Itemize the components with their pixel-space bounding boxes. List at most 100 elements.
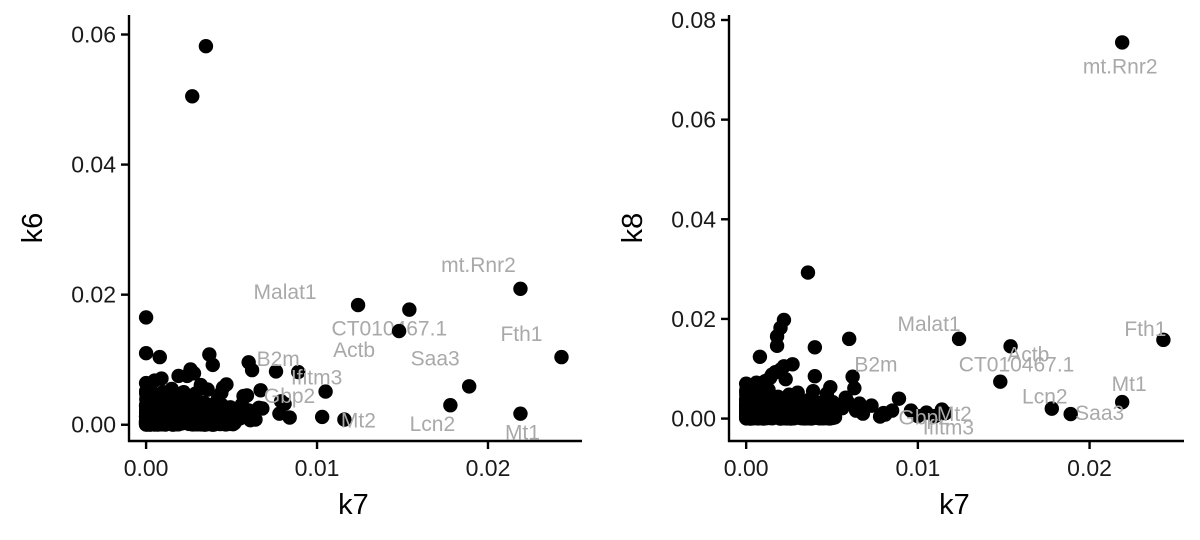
y-axis-title: k8 xyxy=(617,213,649,244)
labeled-point-ct010467-1 xyxy=(1003,339,1018,354)
labeled-point-mt2 xyxy=(337,412,352,427)
point-label: Saa3 xyxy=(411,347,460,370)
data-point xyxy=(152,349,167,365)
data-point xyxy=(855,406,871,421)
x-tick-label: 0.02 xyxy=(466,455,511,481)
point-label: Mt1 xyxy=(1112,373,1147,396)
labeled-point-actb xyxy=(391,323,407,339)
y-axis-title: k6 xyxy=(17,213,49,244)
labeled-point-malat1 xyxy=(951,331,967,347)
cluster-point xyxy=(147,414,162,430)
point-label: Ifitm3 xyxy=(291,367,342,390)
point-label: mt.Rnr2 xyxy=(1083,55,1158,78)
labeled-point-b2m xyxy=(291,364,306,380)
data-point xyxy=(166,392,181,407)
labeled-point-fth1 xyxy=(554,349,569,365)
data-point xyxy=(205,403,220,418)
data-point xyxy=(198,39,214,54)
labeled-point-mt1 xyxy=(513,406,528,421)
point-label: Lcn2 xyxy=(1022,386,1068,409)
labeled-point-mt-rnr2 xyxy=(1114,35,1130,50)
point-label: Fth1 xyxy=(1124,318,1166,341)
data-point xyxy=(138,375,154,391)
data-point xyxy=(805,383,821,399)
labeled-point-ct010467-1 xyxy=(402,302,417,317)
data-point xyxy=(800,265,816,280)
point-label: Mt2 xyxy=(937,403,972,426)
data-point xyxy=(138,345,154,361)
point-label: Lcn2 xyxy=(410,413,456,436)
x-tick-label: 0.02 xyxy=(1067,455,1112,481)
data-point xyxy=(244,362,260,378)
data-point xyxy=(144,387,159,403)
x-tick-label: 0.01 xyxy=(895,455,940,481)
point-label: Fth1 xyxy=(500,323,542,346)
point-label: Malat1 xyxy=(254,281,317,304)
x-axis-title: k7 xyxy=(939,489,970,521)
data-point xyxy=(792,398,807,414)
labeled-point-gbp2 xyxy=(878,407,893,422)
data-point xyxy=(188,386,203,401)
point-label: Actb xyxy=(1007,344,1049,367)
labeled-point-mt2 xyxy=(938,405,953,421)
cluster-point xyxy=(171,416,187,432)
y-tick-label: 0.04 xyxy=(671,206,716,232)
labeled-point-malat1 xyxy=(350,297,366,313)
point-label: Actb xyxy=(333,339,375,362)
data-point xyxy=(754,389,769,405)
labeled-point-ifitm3 xyxy=(318,384,333,399)
y-tick-label: 0.06 xyxy=(671,107,716,133)
x-tick-label: 0.00 xyxy=(724,455,769,481)
labeled-point-gbp2 xyxy=(277,396,292,412)
data-point xyxy=(835,400,850,416)
point-label: mt.Rnr2 xyxy=(441,254,516,277)
point-label: Saa3 xyxy=(1075,402,1124,425)
data-point xyxy=(171,368,186,384)
data-point xyxy=(769,338,785,354)
labeled-point-fth1 xyxy=(1156,332,1171,348)
data-point xyxy=(807,369,823,384)
labeled-point-mt1 xyxy=(1114,394,1130,410)
labeled-point-mt-rnr2 xyxy=(513,281,528,297)
point-label: B2m xyxy=(257,348,300,371)
y-tick-label: 0.02 xyxy=(671,306,716,332)
data-point xyxy=(200,382,215,397)
y-tick-label: 0.08 xyxy=(671,7,716,33)
y-tick-label: 0.00 xyxy=(71,412,116,438)
y-tick-label: 0.00 xyxy=(671,406,716,432)
data-point xyxy=(253,383,268,398)
y-tick-label: 0.04 xyxy=(71,152,116,178)
data-point xyxy=(819,386,835,401)
y-tick-label: 0.06 xyxy=(71,22,116,48)
point-label: B2m xyxy=(854,354,897,377)
labeled-point-ifitm3 xyxy=(919,405,934,420)
labeled-point-b2m xyxy=(891,391,907,406)
data-point xyxy=(847,380,862,396)
data-point xyxy=(181,399,197,414)
data-point xyxy=(210,391,226,406)
point-label: Ifitm3 xyxy=(923,417,974,440)
scatter-panel-k6-vs-k7: 0.00 0.01 0.02 0.00 0.02 0.04 0.06 k7 k6 mt.Rnr2 M… xyxy=(17,15,582,521)
labeled-point-saa3 xyxy=(461,379,477,394)
point-label: Mt2 xyxy=(341,410,376,433)
point-label: CT010467.1 xyxy=(332,318,448,341)
data-point xyxy=(841,331,857,347)
labeled-point-actb xyxy=(993,374,1008,389)
data-point xyxy=(138,310,154,325)
data-point xyxy=(248,412,263,427)
data-point xyxy=(205,357,220,373)
data-point xyxy=(268,364,284,379)
data-point xyxy=(220,407,236,422)
x-axis-title: k7 xyxy=(338,489,369,521)
data-point xyxy=(807,340,823,355)
point-label: Malat1 xyxy=(898,313,961,336)
data-point xyxy=(752,349,768,364)
data-point xyxy=(176,385,191,400)
data-point xyxy=(845,369,860,384)
y-tick-label: 0.02 xyxy=(71,282,116,308)
labeled-point-lcn2 xyxy=(443,398,458,413)
cluster-point xyxy=(754,407,769,423)
data-point xyxy=(314,409,330,425)
data-point xyxy=(185,89,200,104)
